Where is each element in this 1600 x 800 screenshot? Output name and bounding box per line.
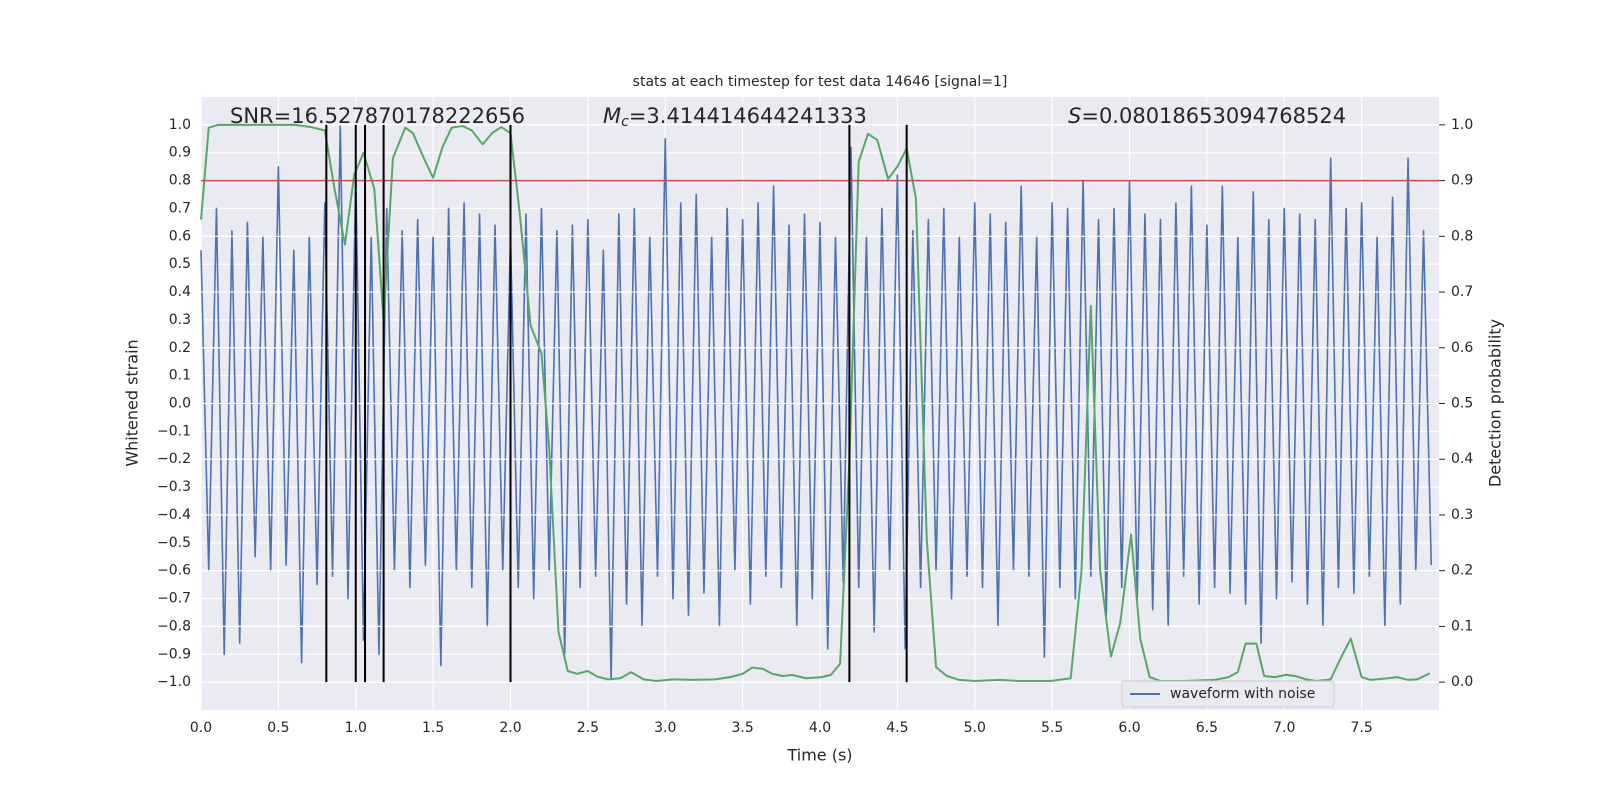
annotation: S=0.08018653094768524 (1068, 104, 1346, 128)
y2-tick-label: 0.9 (1451, 173, 1473, 189)
overlay (201, 124, 1439, 683)
x-tick-label: 7.0 (1273, 720, 1295, 736)
y2-tick-label: 0.7 (1451, 284, 1473, 300)
x-tick-label: 3.0 (654, 720, 676, 736)
x-tick-label: 0.5 (267, 720, 289, 736)
x-tick-label: 7.5 (1350, 720, 1372, 736)
y2-tick-label: 0.3 (1451, 507, 1473, 523)
y-tick-label: 0.2 (169, 340, 191, 356)
x-axis-label: Time (s) (786, 746, 852, 765)
y-tick-label: −0.7 (157, 591, 191, 607)
chart-title: stats at each timestep for test data 146… (633, 74, 1008, 90)
y-tick-label: 0.4 (169, 284, 191, 300)
x-tick-label: 6.5 (1196, 720, 1218, 736)
y-tick-label: −0.3 (157, 479, 191, 495)
x-tick-label: 4.0 (809, 720, 831, 736)
y-axis-label: Whitened strain (123, 339, 142, 466)
y-tick-label: −0.9 (157, 646, 191, 662)
y2-tick-label: 0.5 (1451, 396, 1473, 412)
annotation: Mc=3.414414644241333 (603, 104, 867, 130)
y2-axis-label: Detection probability (1486, 319, 1505, 487)
annotation-text: =0.08018653094768524 (1081, 104, 1346, 128)
x-tick-label: 4.5 (886, 720, 908, 736)
annotation: SNR=16.527870178222656 (230, 104, 525, 128)
y-tick-label: 0.3 (169, 312, 191, 328)
x-tick-label: 2.0 (499, 720, 521, 736)
y2-tick-label: 0.8 (1451, 228, 1473, 244)
x-tick-label: 2.5 (577, 720, 599, 736)
marks (200, 124, 1433, 681)
y-tick-label: 0.7 (169, 200, 191, 216)
y2-tick-label: 0.0 (1451, 674, 1473, 690)
annotation-text: =3.414414644241333 (629, 104, 867, 128)
y-tick-label: 0.9 (169, 145, 191, 161)
y-tick-label: −0.2 (157, 451, 191, 467)
legend-label: waveform with noise (1170, 686, 1315, 702)
x-tick-label: 1.0 (345, 720, 367, 736)
x-tick-label: 5.5 (1041, 720, 1063, 736)
y2-tick-label: 0.4 (1451, 451, 1473, 467)
y-tick-label: −0.4 (157, 507, 191, 523)
x-tick-label: 6.0 (1118, 720, 1140, 736)
probability-line (200, 123, 1431, 683)
annotation-text: SNR=16.527870178222656 (230, 104, 525, 128)
y-tick-label: 0.6 (169, 228, 191, 244)
x-tick-label: 5.0 (964, 720, 986, 736)
x-tick-label: 3.5 (731, 720, 753, 736)
y2-tick-label: 1.0 (1451, 117, 1473, 133)
y-tick-label: −0.1 (157, 423, 191, 439)
y-tick-label: −0.8 (157, 618, 191, 634)
y-tick-label: −0.6 (157, 563, 191, 579)
y-tick-label: 0.5 (169, 256, 191, 272)
y2-tick-label: 0.2 (1451, 563, 1473, 579)
y-tick-label: 0.0 (169, 396, 191, 412)
x-tick-label: 0.0 (190, 720, 212, 736)
annotation-symbol: M (603, 104, 621, 128)
y2-tick-label: 0.1 (1451, 618, 1473, 634)
y-tick-label: 1.0 (169, 117, 191, 133)
annotation-subscript: c (621, 114, 629, 130)
y-tick-label: 0.1 (169, 368, 191, 384)
annotation-symbol: S (1068, 104, 1081, 128)
x-tick-label: 1.5 (422, 720, 444, 736)
y-tick-label: −0.5 (157, 535, 191, 551)
y-tick-label: 0.8 (169, 173, 191, 189)
y-tick-label: −1.0 (157, 674, 191, 690)
waveform-line (200, 124, 1433, 681)
y2-tick-label: 0.6 (1451, 340, 1473, 356)
legend-box (1121, 680, 1335, 708)
